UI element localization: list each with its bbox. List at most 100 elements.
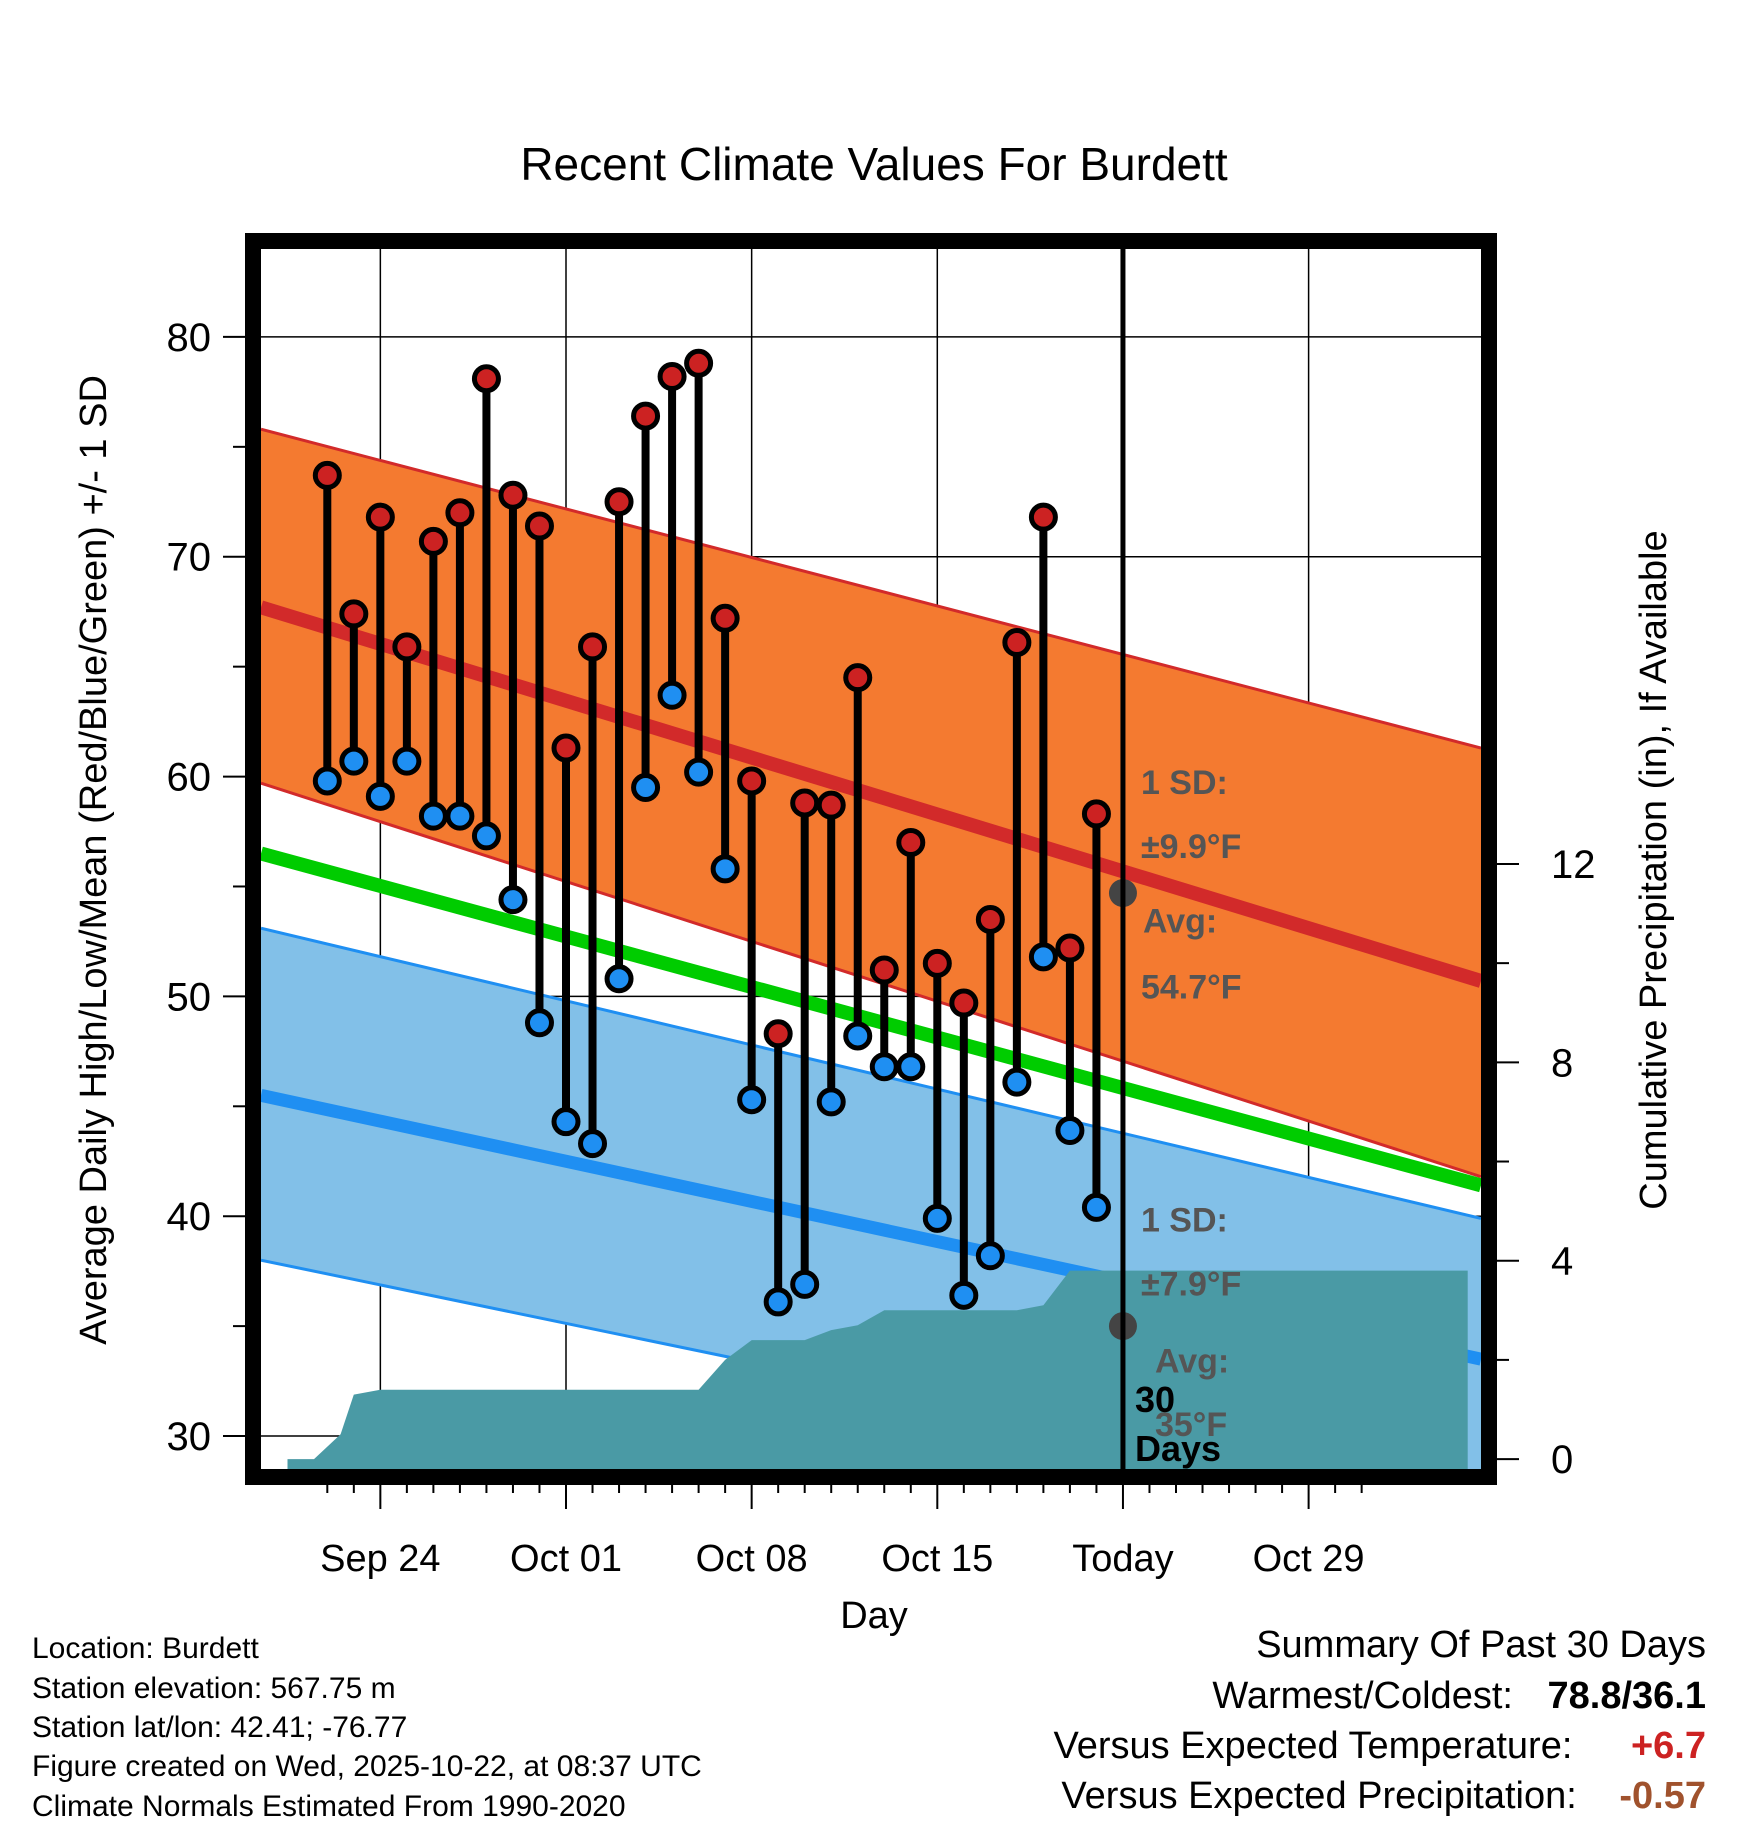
- y-tick-label: 50: [167, 975, 212, 1019]
- high-sd-value: ±9.9°F: [1141, 828, 1241, 866]
- daily-high-point: [922, 948, 952, 978]
- daily-low-point: [869, 1052, 899, 1082]
- precipitation-area: [287, 1270, 1468, 1469]
- high-sd-band-upper-edge: [261, 427, 1481, 750]
- high-avg-value: 54.7°F: [1141, 969, 1242, 1007]
- summary-precipitation: Versus Expected Precipitation: -0.57: [1061, 1777, 1706, 1815]
- daily-low-point: [578, 1129, 608, 1159]
- high-sd-band-lower-edge: [261, 781, 1481, 1179]
- high-avg-label: Avg:: [1143, 903, 1217, 941]
- daily-low-point: [1081, 1192, 1111, 1222]
- daily-low-point: [339, 746, 369, 776]
- daily-low-point: [843, 1021, 873, 1051]
- daily-low-point: [657, 680, 687, 710]
- daily-low-point: [975, 1241, 1005, 1271]
- daily-low-point: [949, 1280, 979, 1310]
- y-tick-label: 40: [167, 1195, 212, 1239]
- x-tick-label: Today: [1072, 1538, 1173, 1580]
- daily-high-point: [604, 487, 634, 517]
- daily-high-point: [1002, 627, 1032, 657]
- daily-high-point: [445, 498, 475, 528]
- normal-high-line: [261, 600, 1481, 988]
- footer-location: Location: Burdett: [32, 1632, 259, 1665]
- daily-high-point: [790, 788, 820, 818]
- y2-tick-label: 0: [1551, 1438, 1573, 1482]
- daily-low-point: [763, 1287, 793, 1317]
- x-tick-label: Oct 01: [510, 1538, 622, 1580]
- daily-high-point: [418, 526, 448, 556]
- daily-low-point: [737, 1085, 767, 1115]
- summary-temperature: Versus Expected Temperature: +6.7: [1053, 1727, 1706, 1765]
- x-tick-label: Sep 24: [320, 1538, 440, 1580]
- low-sd-label: 1 SD:: [1141, 1202, 1228, 1240]
- daily-high-point: [365, 502, 395, 532]
- daily-high-point: [471, 364, 501, 394]
- axes: 30 40 50 60 70 80 0 4 8 12 Sep 24 Oct 01 Oct 08 Oct 1…: [167, 233, 1596, 1580]
- daily-low-point: [710, 854, 740, 884]
- daily-high-point: [684, 348, 714, 378]
- footer-latlon: Station lat/lon: 42.41; -76.77: [32, 1711, 408, 1744]
- footer-created: Figure created on Wed, 2025-10-22, at 08…: [32, 1750, 702, 1783]
- daily-low-point: [418, 801, 448, 831]
- x-tick-label: Oct 15: [881, 1538, 993, 1580]
- daily-low-point: [365, 781, 395, 811]
- daily-low-point: [896, 1052, 926, 1082]
- precip-anomaly-value: -0.57: [1619, 1775, 1706, 1817]
- plot-area: 1 SD: ±9.9°F Avg: 54.7°F 1 SD: ±7.9°F Avg: 35°F…: [261, 249, 1481, 1469]
- low-avg-label: Avg:: [1155, 1342, 1229, 1380]
- daily-high-point: [763, 1019, 793, 1049]
- warm-cold-label: Warmest/Coldest:: [1212, 1675, 1513, 1717]
- temp-anomaly-label: Versus Expected Temperature:: [1053, 1725, 1573, 1767]
- y-tick-label: 70: [167, 536, 212, 580]
- y2-axis-label: Cumulative Precipitation (in), If Availa…: [1633, 530, 1675, 1209]
- y-tick-label: 80: [167, 316, 212, 360]
- normal-mean-line: [261, 846, 1481, 1193]
- warm-cold-value: 78.8/36.1: [1547, 1675, 1706, 1717]
- today-days-label: Days: [1135, 1428, 1221, 1469]
- daily-high-point: [737, 766, 767, 796]
- x-tick-label: Oct 29: [1253, 1538, 1365, 1580]
- daily-high-point: [578, 632, 608, 662]
- high-sd-label: 1 SD:: [1141, 764, 1228, 802]
- daily-high-point: [392, 632, 422, 662]
- daily-high-point: [710, 603, 740, 633]
- daily-low-point: [684, 757, 714, 787]
- y2-tick-label: 4: [1551, 1240, 1573, 1284]
- y2-tick-label: 12: [1551, 843, 1596, 887]
- daily-high-point: [339, 599, 369, 629]
- daily-low-point: [524, 1008, 554, 1038]
- daily-high-point: [949, 988, 979, 1018]
- daily-low-point: [1002, 1067, 1032, 1097]
- daily-high-point: [631, 401, 661, 431]
- summary-warm-cold: Warmest/Coldest: 78.8/36.1: [1212, 1677, 1706, 1715]
- footer-elevation: Station elevation: 567.75 m: [32, 1672, 396, 1705]
- temp-anomaly-value: +6.7: [1630, 1725, 1706, 1767]
- plot-content: 1 SD: ±9.9°F Avg: 54.7°F 1 SD: ±7.9°F Avg: 35°F…: [261, 249, 1481, 1469]
- precip-anomaly-label: Versus Expected Precipitation:: [1061, 1775, 1577, 1817]
- x-tick-label: Oct 08: [696, 1538, 808, 1580]
- daily-high-point: [1081, 799, 1111, 829]
- daily-high-point: [1028, 502, 1058, 532]
- daily-high-point: [657, 361, 687, 391]
- daily-high-point: [312, 460, 342, 490]
- daily-low-point: [922, 1203, 952, 1233]
- daily-high-point: [1055, 933, 1085, 963]
- today-days-number: 30: [1135, 1379, 1175, 1420]
- daily-low-point: [790, 1269, 820, 1299]
- chart-title: Recent Climate Values For Burdett: [520, 138, 1228, 190]
- y2-tick-label: 8: [1551, 1041, 1573, 1085]
- summary-title: Summary Of Past 30 Days: [1256, 1624, 1706, 1666]
- daily-low-point: [498, 885, 528, 915]
- daily-high-point: [869, 955, 899, 985]
- daily-low-point: [445, 801, 475, 831]
- low-sd-band-upper-edge: [261, 926, 1481, 1220]
- daily-low-point: [631, 773, 661, 803]
- daily-high-point: [551, 733, 581, 763]
- low-avg-value: 35°F: [1155, 1406, 1227, 1444]
- daily-high-point: [498, 480, 528, 510]
- daily-high-point: [816, 790, 846, 820]
- daily-low-point: [551, 1107, 581, 1137]
- daily-high-point: [843, 663, 873, 693]
- low-sd-value: ±7.9°F: [1141, 1265, 1241, 1303]
